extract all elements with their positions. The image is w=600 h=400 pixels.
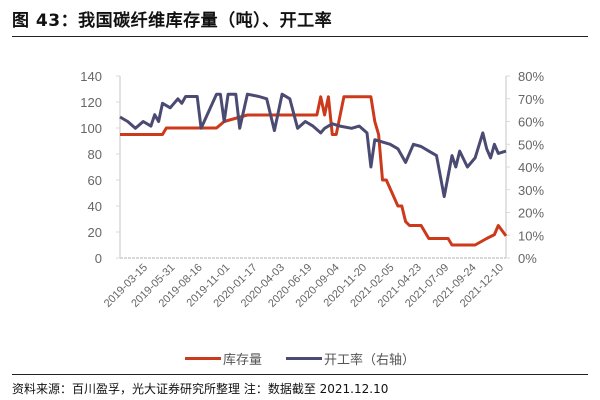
y-right-tick: 10%	[518, 228, 544, 243]
chart-title: 图 43：我国碳纤维库存量（吨）、开工率	[12, 11, 333, 31]
y-left-tick: 0	[95, 251, 102, 266]
y-right-tick: 40%	[518, 160, 544, 175]
y-right-tick: 50%	[518, 137, 544, 152]
title-divider	[12, 36, 588, 37]
y-right-tick: 0%	[518, 251, 537, 266]
legend-swatch-utilization	[286, 357, 322, 360]
y-left-tick: 20	[88, 225, 102, 240]
source-footnote: 资料来源：百川盈孚，光大证券研究所整理 注：数据截至 2021.12.10	[12, 382, 389, 396]
legend-label-inventory: 库存量	[222, 353, 262, 368]
y-left-tick: 100	[80, 121, 102, 136]
legend-swatch-inventory	[184, 357, 221, 360]
legend-label-utilization: 开工率（右轴）	[324, 353, 416, 368]
series-lines	[119, 92, 508, 247]
legend: 库存量 开工率（右轴）	[0, 349, 600, 368]
y-left-tick: 60	[88, 173, 102, 188]
footer-divider	[12, 374, 588, 375]
axes: 0 20 40 60 80 100 120 140 0% 10% 20% 30% 40% 50% 60% 70…	[80, 69, 544, 310]
y-right-tick: 70%	[518, 92, 544, 107]
inventory-line	[120, 95, 508, 247]
y-left-tick: 40	[88, 199, 102, 214]
legend-item-utilization: 开工率（右轴）	[286, 349, 415, 368]
y-right-tick: 20%	[518, 206, 544, 221]
y-right-tick: 60%	[518, 115, 544, 130]
y-right-tick: 80%	[518, 69, 544, 84]
utilization-line	[119, 92, 507, 199]
y-left-tick: 140	[80, 69, 102, 84]
legend-item-inventory: 库存量	[184, 349, 262, 368]
y-left-tick: 120	[80, 95, 102, 110]
y-right-tick: 30%	[518, 183, 544, 198]
y-left-tick: 80	[88, 147, 102, 162]
